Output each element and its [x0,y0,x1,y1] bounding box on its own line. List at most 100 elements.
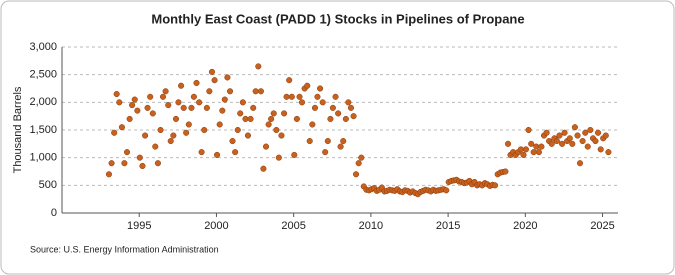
point [530,149,537,156]
point [535,149,542,156]
point [520,151,527,158]
point [311,104,319,111]
point [226,88,234,95]
point [538,143,545,150]
point [239,99,246,106]
point [574,132,581,139]
point [278,132,285,139]
point [162,88,169,95]
point [129,102,136,109]
point [293,115,300,122]
point [281,110,288,117]
point [152,143,159,150]
point [193,79,200,87]
point [111,129,118,136]
y-tick-label: 2,500 [29,69,57,81]
point [178,82,185,89]
point [172,115,180,122]
point [126,115,133,122]
point [198,149,205,156]
point [147,93,154,100]
point [335,110,342,117]
point [250,104,257,111]
point [211,77,218,84]
point [298,99,306,106]
point [185,121,192,128]
point [134,107,141,114]
point [322,149,329,156]
y-tick-label: 2,000 [29,96,57,108]
point [257,88,264,95]
point [332,93,339,100]
point [201,126,208,134]
point [548,140,555,147]
point [167,138,174,145]
x-tick-label: 2015 [436,220,460,232]
point [136,154,143,161]
point [196,99,203,106]
point [561,129,568,136]
y-axis-label: Thousand Barrels [12,86,24,173]
y-tick-label: 1,500 [29,124,57,136]
point [252,88,259,95]
point [149,110,156,117]
y-tick-label: 0 [51,207,57,219]
point [337,143,344,150]
point [358,154,365,161]
point [576,160,584,167]
point [582,129,589,136]
point [234,126,241,134]
point [118,124,125,131]
point [116,99,123,106]
point [350,113,357,120]
point [595,129,602,136]
point [504,140,512,147]
point [206,88,213,95]
point [229,138,236,145]
point [317,85,324,92]
point [265,121,272,128]
point [283,93,290,100]
point [319,99,326,106]
point [244,132,252,139]
point [597,146,604,153]
point [569,140,576,147]
point [288,93,295,100]
point [175,99,182,106]
point [584,143,591,150]
point [517,146,524,153]
point [180,104,187,111]
point [291,151,298,158]
point [154,160,161,167]
point [329,104,336,111]
point [139,162,146,170]
point [528,140,535,147]
point [183,129,190,136]
point [605,149,612,156]
point [275,154,282,161]
point [188,104,195,111]
point [105,171,113,178]
chart-title: Monthly East Coast (PADD 1) Stocks in Pi… [151,11,524,26]
source: Source: U.S. Energy Information Administ… [30,244,219,254]
point [342,115,349,122]
point [559,140,566,147]
point [165,102,172,109]
point [355,160,362,167]
point [262,143,270,150]
point [255,63,262,70]
point [571,124,578,131]
y-tick-label: 3,000 [29,41,57,53]
point [314,93,321,100]
point [353,171,360,178]
point [131,96,138,103]
point [142,132,149,139]
point [543,129,550,136]
point [273,126,280,134]
point [123,149,131,156]
point [214,151,221,158]
point [208,68,216,75]
point [170,132,177,139]
